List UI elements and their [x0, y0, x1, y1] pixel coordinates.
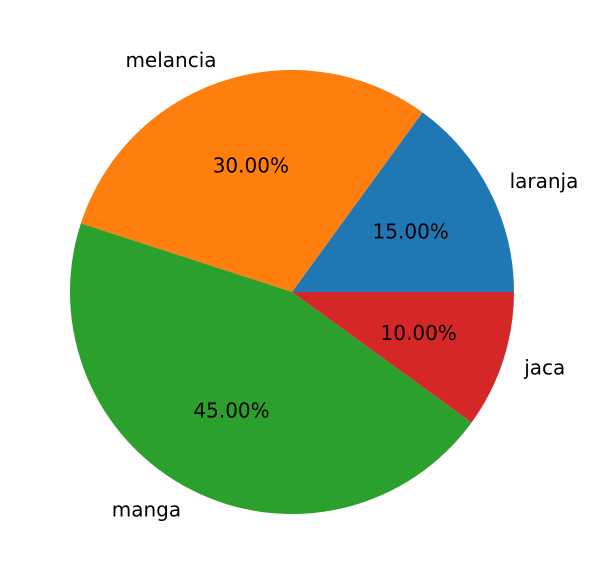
- percent-label-laranja: 15.00%: [373, 220, 449, 244]
- labels-layer: 15.00% laranja 30.00% melancia 45.00% manga 10…: [112, 48, 579, 522]
- pie-slice-manga: [69, 223, 472, 515]
- category-label-jaca: jaca: [523, 355, 565, 379]
- category-label-melancia: melancia: [125, 48, 216, 72]
- pie-slice-melancia: [80, 69, 423, 292]
- percent-label-manga: 45.00%: [193, 399, 269, 423]
- category-label-laranja: laranja: [510, 169, 579, 193]
- category-label-manga: manga: [112, 498, 181, 522]
- pie-slice-jaca: [292, 292, 514, 423]
- slices-layer: [69, 69, 514, 515]
- pie-slice-laranja: [292, 112, 514, 292]
- percent-label-melancia: 30.00%: [213, 153, 289, 177]
- percent-label-jaca: 10.00%: [381, 321, 457, 345]
